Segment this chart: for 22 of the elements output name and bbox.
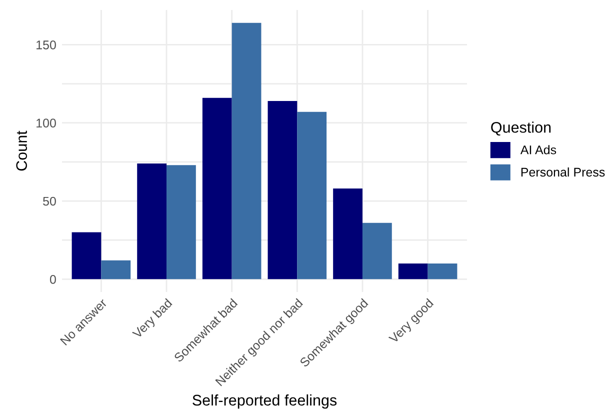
x-axis-title: Self-reported feelings (192, 394, 337, 409)
bar (333, 188, 362, 280)
legend-label: Personal Press (521, 167, 605, 177)
bar (166, 165, 196, 280)
bar (232, 22, 262, 280)
bar (398, 264, 428, 280)
bar (268, 100, 298, 280)
bar (137, 164, 167, 280)
legend-label: AI Ads (520, 145, 556, 154)
bar (202, 98, 232, 280)
bar (428, 264, 458, 280)
bar (297, 112, 327, 280)
x-tick-label: Very bad (132, 298, 174, 341)
bar (101, 260, 131, 280)
bar (72, 232, 102, 280)
legend-title: Question (491, 122, 551, 136)
y-tick-label: 50 (43, 196, 56, 206)
bar (362, 222, 392, 280)
y-tick-label: 150 (36, 40, 56, 50)
y-tick-label: 100 (36, 118, 56, 128)
y-axis-title: Count (16, 130, 28, 171)
y-tick-label: 0 (50, 274, 56, 284)
